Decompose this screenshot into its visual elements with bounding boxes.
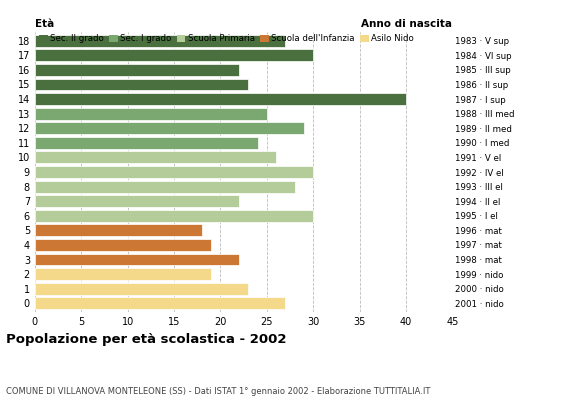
Text: Popolazione per età scolastica - 2002: Popolazione per età scolastica - 2002: [6, 333, 287, 346]
Bar: [35, 122, 304, 134]
Legend: Sec. II grado, Sec. I grado, Scuola Primaria, Scuola dell'Infanzia, Asilo Nido: Sec. II grado, Sec. I grado, Scuola Prim…: [39, 34, 414, 43]
Bar: [35, 49, 313, 61]
Text: Età: Età: [35, 19, 54, 29]
Bar: [35, 210, 313, 222]
Bar: [35, 254, 239, 266]
Text: COMUNE DI VILLANOVA MONTELEONE (SS) - Dati ISTAT 1° gennaio 2002 - Elaborazione : COMUNE DI VILLANOVA MONTELEONE (SS) - Da…: [6, 387, 430, 396]
Bar: [35, 108, 267, 120]
Bar: [35, 297, 285, 309]
Bar: [35, 78, 248, 90]
Bar: [35, 224, 202, 236]
Bar: [35, 268, 211, 280]
Bar: [35, 181, 295, 192]
Bar: [35, 195, 239, 207]
Bar: [35, 93, 406, 105]
Bar: [35, 137, 258, 149]
Bar: [35, 239, 211, 251]
Text: Anno di nascita: Anno di nascita: [361, 19, 452, 29]
Bar: [35, 152, 276, 163]
Bar: [35, 166, 313, 178]
Bar: [35, 35, 285, 47]
Bar: [35, 64, 239, 76]
Bar: [35, 283, 248, 295]
